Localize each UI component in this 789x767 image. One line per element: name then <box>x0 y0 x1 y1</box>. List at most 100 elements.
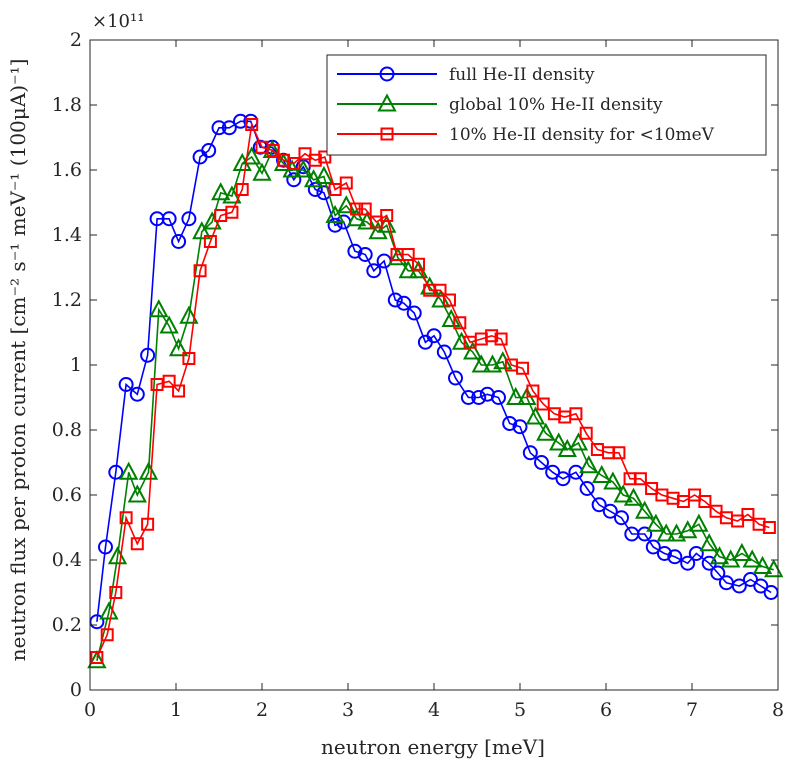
data-point <box>502 416 518 431</box>
data-point <box>433 283 447 297</box>
x-tick-label: 5 <box>514 699 526 721</box>
legend-label: global 10% He-II density <box>449 95 663 115</box>
data-point <box>350 202 364 216</box>
data-point <box>325 204 345 223</box>
data-point <box>235 183 249 196</box>
data-point <box>118 377 134 392</box>
data-point <box>699 533 719 552</box>
axis-ticks <box>89 39 779 691</box>
legend-entry: global 10% He-II density <box>337 93 663 115</box>
data-point <box>149 299 169 318</box>
y-tick-label: 1.6 <box>52 159 82 181</box>
data-point <box>211 120 227 136</box>
data-point <box>377 93 397 112</box>
data-point <box>87 650 107 669</box>
data-point <box>698 495 712 508</box>
data-point <box>387 292 403 308</box>
data-point <box>109 586 123 599</box>
data-point <box>666 523 687 542</box>
data-point <box>436 344 452 360</box>
data-point <box>201 143 217 158</box>
data-point <box>591 497 607 513</box>
data-point <box>491 390 506 405</box>
data-point <box>159 315 179 334</box>
data-point <box>357 247 373 262</box>
data-point <box>266 144 280 157</box>
data-point <box>130 537 144 551</box>
data-point <box>534 455 549 470</box>
data-point <box>182 352 196 365</box>
legend-label: full He-II density <box>449 65 595 85</box>
data-point <box>129 386 145 402</box>
data-point <box>119 461 139 480</box>
data-point <box>526 384 540 398</box>
data-point <box>522 445 538 461</box>
data-point <box>680 555 696 571</box>
data-point <box>287 157 301 170</box>
data-point <box>448 370 463 386</box>
series-triangle <box>87 139 784 669</box>
series-line <box>96 149 774 661</box>
data-point <box>286 172 302 188</box>
y-tick-label: 0.4 <box>52 549 82 571</box>
data-point <box>245 118 259 131</box>
x-tick-label: 6 <box>600 699 612 721</box>
data-point <box>536 397 550 411</box>
series-circle <box>89 113 779 630</box>
y-tick-label: 0.2 <box>52 614 82 636</box>
data-point <box>412 257 426 271</box>
data-point <box>635 500 655 519</box>
x-tick-label: 0 <box>84 699 96 721</box>
data-point <box>549 432 569 451</box>
data-point <box>181 211 197 227</box>
data-point <box>100 628 114 642</box>
y-tick-label: 0.8 <box>52 419 82 441</box>
data-point <box>211 182 231 201</box>
data-point <box>762 521 776 534</box>
data-point <box>471 354 491 373</box>
data-point <box>150 378 164 391</box>
data-point <box>339 176 353 190</box>
data-point <box>579 426 593 440</box>
data-point <box>380 127 394 141</box>
data-point <box>162 374 176 388</box>
data-point <box>623 487 644 506</box>
data-point <box>327 217 343 233</box>
data-point <box>656 523 676 542</box>
data-point <box>127 484 147 503</box>
series-layer <box>87 113 784 669</box>
data-point <box>99 601 119 620</box>
data-point <box>555 471 571 487</box>
data-point <box>225 205 239 219</box>
data-point <box>512 419 528 435</box>
x-tick-label: 7 <box>686 699 698 721</box>
data-point <box>633 472 647 486</box>
data-point <box>426 328 442 344</box>
data-point <box>645 539 661 555</box>
x-tick-label: 1 <box>170 699 182 721</box>
data-point <box>569 407 583 421</box>
data-point <box>656 546 672 561</box>
data-point <box>471 390 487 405</box>
data-point <box>366 263 382 279</box>
x-tick-label: 2 <box>256 699 268 721</box>
data-point <box>463 341 483 360</box>
data-point <box>168 338 189 357</box>
data-point <box>646 513 666 532</box>
y-tick-label: 1.2 <box>52 289 82 311</box>
data-point <box>380 209 394 222</box>
series-square <box>90 118 776 664</box>
x-axis-label: neutron energy [meV] <box>321 735 545 759</box>
data-point <box>613 510 629 526</box>
data-point <box>731 578 747 594</box>
y-tick-label: 1 <box>70 354 82 376</box>
x-tick-label: 3 <box>342 699 354 721</box>
data-point <box>308 153 322 167</box>
data-point <box>193 264 207 278</box>
data-point <box>579 455 599 474</box>
data-point <box>545 464 561 480</box>
legend: full He-II density global 10% He-II densi… <box>326 54 767 156</box>
data-point <box>602 503 618 519</box>
data-point <box>192 221 212 240</box>
